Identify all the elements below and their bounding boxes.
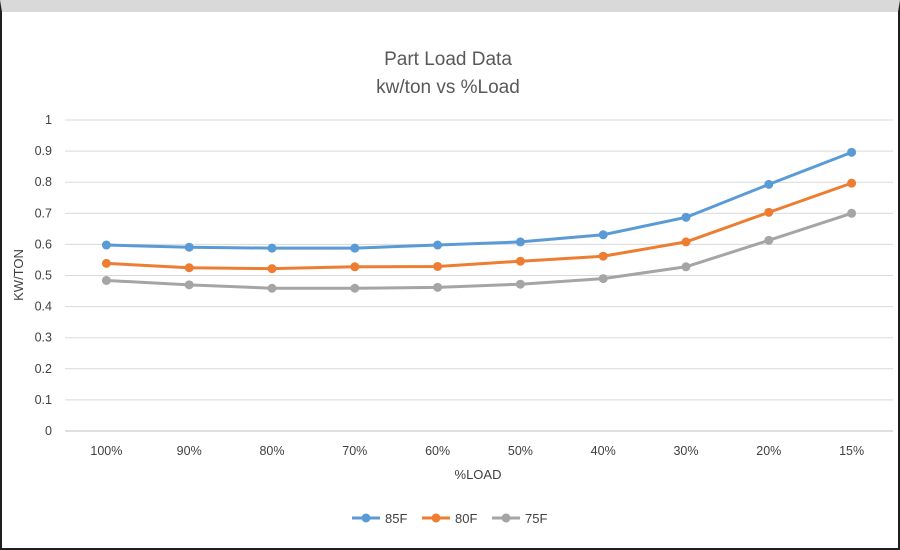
y-tick-label: 0.3 (35, 331, 52, 345)
data-point (515, 256, 525, 266)
data-point (847, 147, 857, 157)
data-point (764, 179, 774, 189)
x-tick-label: 30% (673, 444, 698, 458)
x-tick-label: 80% (259, 444, 284, 458)
y-tick-label: 0.6 (35, 237, 52, 251)
data-point (350, 262, 360, 272)
data-point (267, 264, 277, 274)
y-tick-label: 0.1 (35, 393, 52, 407)
legend-label: 85F (385, 511, 407, 526)
data-point (764, 235, 774, 245)
series-line (104, 181, 854, 271)
data-point (184, 280, 194, 290)
legend: 85F 80F 75F (352, 511, 547, 526)
x-tick-label: 100% (90, 444, 122, 458)
data-point (350, 283, 360, 293)
x-tick-label: 70% (342, 444, 367, 458)
series-line (104, 211, 854, 290)
data-point (681, 212, 691, 222)
y-tick-label: 0.4 (35, 300, 52, 314)
data-point (598, 274, 608, 284)
series-line (104, 150, 854, 250)
data-point (515, 237, 525, 247)
legend-marker (431, 513, 441, 523)
data-point (515, 279, 525, 289)
data-point (433, 282, 443, 292)
data-point (350, 243, 360, 253)
data-point (433, 261, 443, 271)
data-point (681, 262, 691, 272)
data-point (681, 237, 691, 247)
legend-marker (361, 513, 371, 523)
y-axis-title: KW/TON (11, 249, 26, 301)
x-tick-label: 60% (425, 444, 450, 458)
legend-marker (501, 513, 511, 523)
data-point (101, 275, 111, 285)
y-tick-label: 1 (45, 113, 52, 127)
x-tick-label: 50% (508, 444, 533, 458)
data-point (101, 258, 111, 268)
x-axis-ticks: 100% 90% 80% 70% 60% 50% 40% 30% 20% 15% (90, 444, 864, 458)
data-point (598, 251, 608, 261)
series-group (101, 147, 857, 293)
chart-subtitle: kw/ton vs %Load (376, 77, 520, 98)
gridlines (65, 119, 893, 432)
data-point (267, 243, 277, 253)
data-point (184, 242, 194, 252)
data-point (101, 240, 111, 250)
y-tick-label: 0.9 (35, 144, 52, 158)
data-point (847, 208, 857, 218)
y-tick-label: 0 (45, 424, 52, 438)
y-tick-label: 0.8 (35, 175, 52, 189)
data-point (764, 207, 774, 217)
x-tick-label: 90% (177, 444, 202, 458)
y-tick-label: 0.2 (35, 362, 52, 376)
y-tick-label: 0.7 (35, 206, 52, 220)
x-tick-label: 20% (756, 444, 781, 458)
data-point (598, 230, 608, 240)
x-tick-label: 40% (591, 444, 616, 458)
x-tick-label: 15% (839, 444, 864, 458)
data-point (433, 240, 443, 250)
legend-label: 75F (525, 511, 547, 526)
y-axis-ticks: 0 0.1 0.2 0.3 0.4 0.5 0.6 0.7 0.8 0.9 1 (35, 113, 52, 438)
chart-title: Part Load Data (384, 49, 512, 70)
data-point (184, 263, 194, 273)
x-axis-title: %LOAD (455, 467, 502, 482)
legend-label: 80F (455, 511, 477, 526)
data-point (267, 283, 277, 293)
y-tick-label: 0.5 (35, 269, 52, 283)
data-point (847, 178, 857, 188)
